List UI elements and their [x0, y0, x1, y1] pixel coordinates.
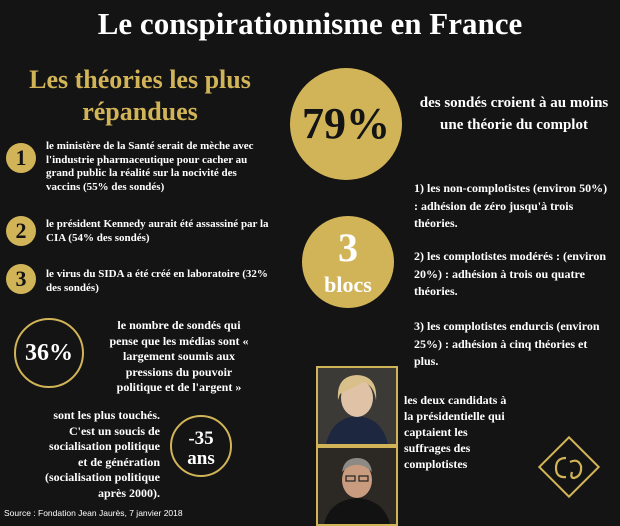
bloc-item-3: 3) les complotistes endurcis (environ 25… — [414, 319, 600, 368]
blocs-number: 3 — [338, 225, 358, 270]
theory-1-text: le ministère de la Santé serait de mèche… — [46, 140, 254, 193]
theory-2-text: le président Kennedy aurait été assassin… — [46, 218, 269, 244]
bloc-item-1: 1) les non-complotistes (environ 50%) : … — [414, 181, 608, 230]
section-subtitle: Les théories les plus répandues — [29, 65, 251, 126]
source-note: Source : Fondation Jean Jaurès, 7 janvie… — [4, 508, 183, 518]
blocs-circle: 3 blocs — [302, 216, 394, 308]
candidates-text: les deux candidats à la présidentielle q… — [404, 393, 507, 471]
age-stat-unit: ans — [187, 448, 215, 469]
blocs-label: blocs — [324, 272, 372, 297]
theory-3-text: le virus du SIDA a été créé en laboratoi… — [46, 268, 268, 294]
page-title: Le conspirationnisme en France — [97, 6, 523, 41]
candidate-photo-1 — [316, 366, 398, 446]
main-stat-text: des sondés croient à au moins une théori… — [419, 95, 609, 133]
number-badge-1: 1 — [6, 143, 36, 173]
monogram-logo — [534, 432, 604, 502]
age-stat-value: -35 — [188, 428, 214, 449]
media-stat-text: le nombre de sondés qui pense que les mé… — [109, 318, 249, 394]
main-stat-circle: 79% — [290, 68, 402, 180]
age-stat-ring: -35 ans — [170, 415, 232, 477]
number-badge-2: 2 — [6, 216, 36, 246]
media-stat-ring: 36% — [14, 318, 84, 388]
age-stat-text: sont les plus touchés. C'est un soucis d… — [44, 408, 160, 500]
number-badge-3: 3 — [6, 264, 36, 294]
candidate-photo-2 — [316, 446, 398, 526]
bloc-item-2: 2) les complotistes modérés : (environ 2… — [414, 249, 607, 298]
